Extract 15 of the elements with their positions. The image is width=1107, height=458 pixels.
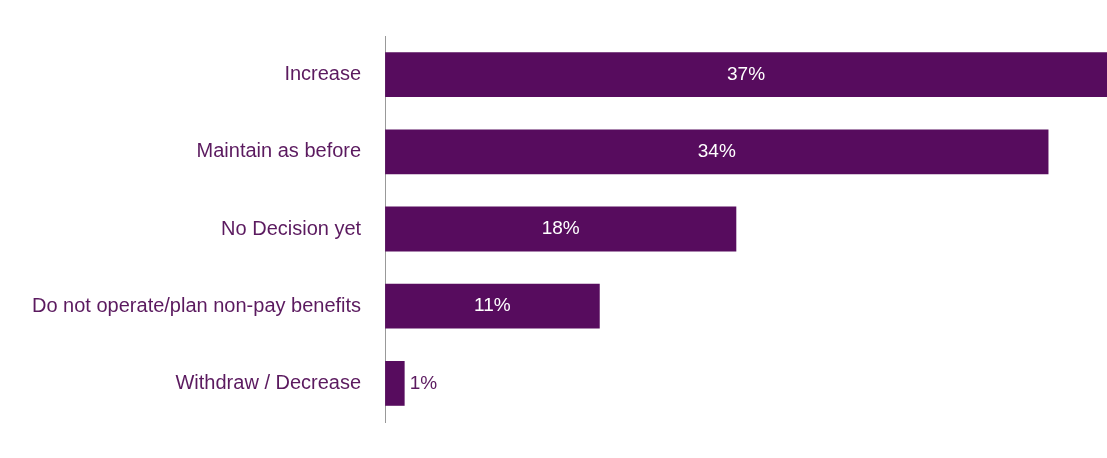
bar xyxy=(385,283,600,329)
data-label: 18% xyxy=(541,217,580,239)
bar xyxy=(385,206,737,252)
y-tick-label: Withdraw / Decrease xyxy=(175,370,362,393)
y-tick-label: Maintain as before xyxy=(196,139,362,162)
data-label: 34% xyxy=(697,140,736,162)
data-label: 1% xyxy=(409,371,438,393)
bar xyxy=(385,129,1049,175)
data-label: 37% xyxy=(727,62,766,84)
y-tick-label: Increase xyxy=(284,62,362,85)
y-tick-label: Do not operate/plan non-pay benefits xyxy=(32,293,362,316)
bar xyxy=(385,361,405,406)
bar xyxy=(385,52,1107,97)
y-tick-label: No Decision yet xyxy=(221,216,362,239)
data-label: 11% xyxy=(474,294,511,316)
